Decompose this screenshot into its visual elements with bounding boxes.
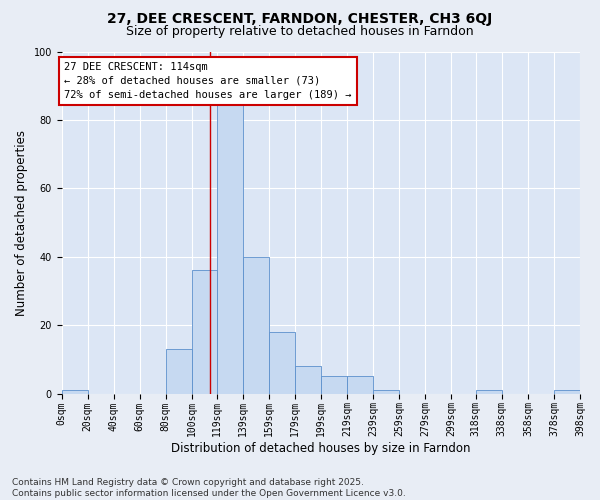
Bar [242,256,269,394]
Bar [295,366,321,394]
Bar [373,390,399,394]
Text: 27 DEE CRESCENT: 114sqm
← 28% of detached houses are smaller (73)
72% of semi-de: 27 DEE CRESCENT: 114sqm ← 28% of detache… [64,62,352,100]
Bar [62,390,88,394]
Bar [321,376,347,394]
X-axis label: Distribution of detached houses by size in Farndon: Distribution of detached houses by size … [171,442,470,455]
Bar [192,270,217,394]
Bar [476,390,502,394]
Text: Size of property relative to detached houses in Farndon: Size of property relative to detached ho… [126,25,474,38]
Bar [554,390,580,394]
Text: Contains HM Land Registry data © Crown copyright and database right 2025.
Contai: Contains HM Land Registry data © Crown c… [12,478,406,498]
Bar [166,349,192,394]
Text: 27, DEE CRESCENT, FARNDON, CHESTER, CH3 6QJ: 27, DEE CRESCENT, FARNDON, CHESTER, CH3 … [107,12,493,26]
Bar [217,86,242,394]
Y-axis label: Number of detached properties: Number of detached properties [15,130,28,316]
Bar [269,332,295,394]
Bar [347,376,373,394]
